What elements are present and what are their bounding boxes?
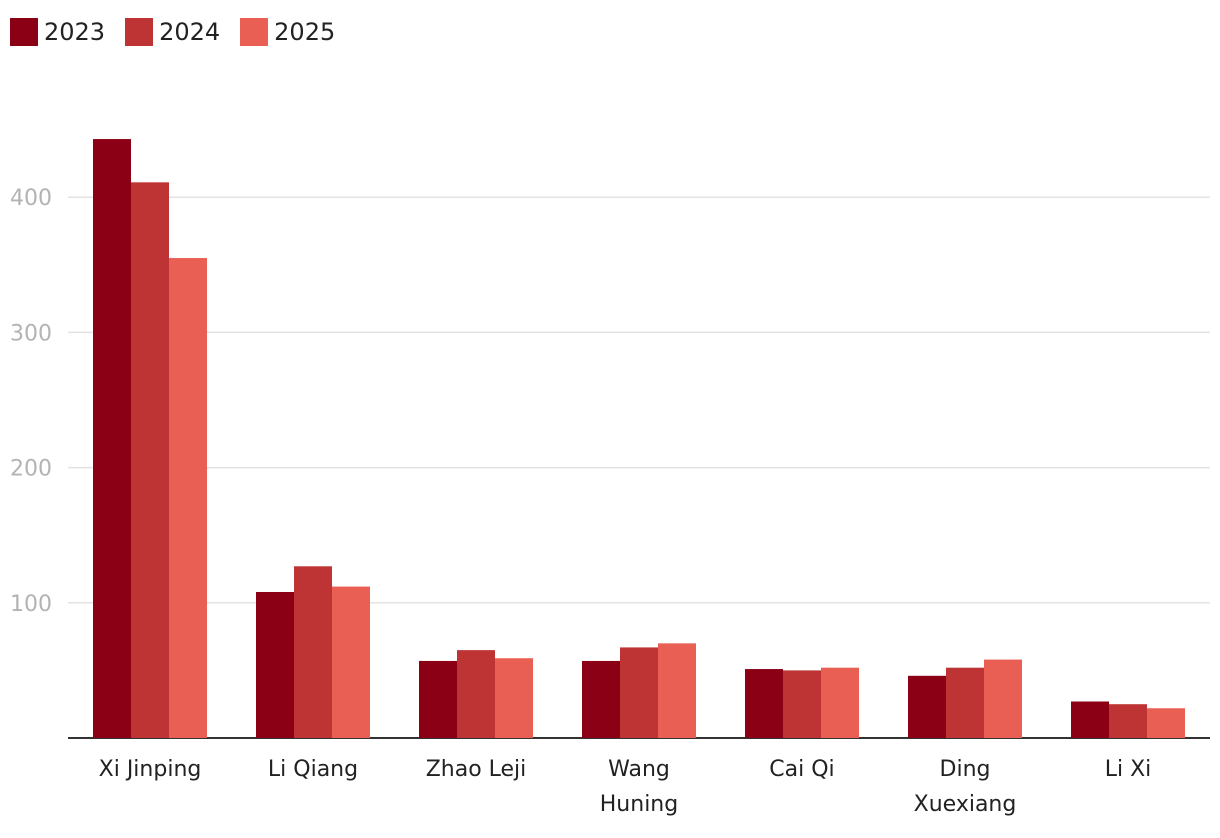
x-tick-label-line: Li Xi xyxy=(1105,757,1152,782)
bar-2025-xi-jinping xyxy=(169,258,207,738)
x-tick-label-line: Xuexiang xyxy=(914,792,1017,817)
x-tick-label-zhao-leji: Zhao Leji xyxy=(426,757,527,782)
legend-label-2024: 2024 xyxy=(159,18,221,46)
x-tick-label-line: Ding xyxy=(940,757,991,782)
bar-2025-li-qiang xyxy=(332,586,370,738)
legend-swatch-2025 xyxy=(240,18,269,46)
x-tick-label-line: Li Qiang xyxy=(268,757,358,782)
bar-2024-zhao-leji xyxy=(457,650,495,738)
bar-2023-zhao-leji xyxy=(419,660,457,738)
x-tick-label-line: Wang xyxy=(608,757,670,782)
legend-swatch-2023 xyxy=(10,18,38,46)
legend-label-2023: 2023 xyxy=(44,18,106,46)
bar-2024-li-xi xyxy=(1109,704,1147,738)
x-tick-label-li-xi: Li Xi xyxy=(1105,757,1152,782)
legend-item-2024: 2024 xyxy=(125,18,220,46)
bar-2025-wang-huning xyxy=(658,643,696,738)
legend-swatch-2024 xyxy=(125,18,154,46)
legend-item-2023: 2023 xyxy=(10,18,105,46)
bar-2025-cai-qi xyxy=(821,667,859,738)
bar-2024-ding-xuexiang xyxy=(946,667,984,738)
y-tick-label-100: 100 xyxy=(10,592,52,617)
bar-2023-ding-xuexiang xyxy=(908,675,946,738)
x-tick-label-line: Zhao Leji xyxy=(426,757,527,782)
legend-item-2025: 2025 xyxy=(240,18,335,46)
x-tick-label-ding-xuexiang: Ding Xuexiang xyxy=(914,757,1017,817)
legend-label-2025: 2025 xyxy=(274,18,336,46)
x-tick-label-li-qiang: Li Qiang xyxy=(268,757,358,782)
legend: 2023 2024 2025 xyxy=(10,18,335,46)
bar-2024-li-qiang xyxy=(294,566,332,738)
bar-2023-li-xi xyxy=(1071,701,1109,738)
x-tick-label-line: Cai Qi xyxy=(769,757,834,782)
y-tick-label-300: 300 xyxy=(10,321,52,346)
bar-2025-li-xi xyxy=(1147,708,1185,738)
x-tick-label-line: Huning xyxy=(600,792,678,817)
bar-2023-cai-qi xyxy=(745,669,783,738)
y-tick-label-400: 400 xyxy=(10,186,52,211)
bar-2024-wang-huning xyxy=(620,647,658,738)
bar-2024-cai-qi xyxy=(783,670,821,738)
bar-2024-xi-jinping xyxy=(131,182,169,738)
x-tick-label-xi-jinping: Xi Jinping xyxy=(99,757,202,782)
bar-2025-ding-xuexiang xyxy=(984,659,1022,738)
bar-2023-wang-huning xyxy=(582,660,620,738)
bar-2023-xi-jinping xyxy=(93,139,131,739)
y-tick-label-200: 200 xyxy=(10,457,52,482)
x-tick-label-line: Xi Jinping xyxy=(99,757,202,782)
x-tick-label-cai-qi: Cai Qi xyxy=(769,757,834,782)
bar-2023-li-qiang xyxy=(256,591,294,738)
bar-2025-zhao-leji xyxy=(495,658,533,738)
x-tick-label-wang-huning: Wang Huning xyxy=(600,757,678,817)
